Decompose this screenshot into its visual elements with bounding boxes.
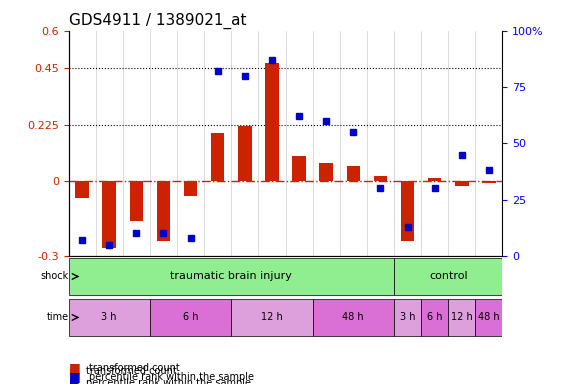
Bar [130,181,143,221]
Text: transformed count: transformed count [89,362,179,372]
Bar [238,126,252,181]
Text: 3 h: 3 h [400,313,415,323]
Bar [184,181,198,196]
Bar [319,163,333,181]
Text: 48 h: 48 h [478,313,500,323]
Bar [75,181,89,199]
Bar [347,166,360,181]
Text: percentile rank within the sample: percentile rank within the sample [89,372,254,382]
FancyBboxPatch shape [394,299,421,336]
Text: ■: ■ [69,378,79,384]
Text: 48 h: 48 h [343,313,364,323]
Text: 6 h: 6 h [183,313,198,323]
Text: ■: ■ [69,370,81,383]
FancyBboxPatch shape [69,258,394,295]
Text: 6 h: 6 h [427,313,443,323]
Text: control: control [429,271,468,281]
Text: percentile rank within the sample: percentile rank within the sample [86,378,251,384]
Bar [373,176,387,181]
Text: GDS4911 / 1389021_at: GDS4911 / 1389021_at [69,13,246,29]
Bar [211,133,224,181]
Bar [156,181,170,241]
Text: 12 h: 12 h [451,313,473,323]
Text: shock: shock [41,271,69,281]
Bar [265,63,279,181]
FancyBboxPatch shape [69,299,150,336]
Bar [455,181,469,186]
FancyBboxPatch shape [394,258,502,295]
FancyBboxPatch shape [231,299,313,336]
Text: time: time [46,313,69,323]
Text: 12 h: 12 h [261,313,283,323]
Text: transformed count: transformed count [86,366,176,376]
Text: traumatic brain injury: traumatic brain injury [170,271,292,281]
Bar [102,181,116,248]
FancyBboxPatch shape [421,299,448,336]
FancyBboxPatch shape [313,299,394,336]
Bar [482,181,496,184]
Text: ■: ■ [69,361,81,374]
FancyBboxPatch shape [448,299,475,336]
FancyBboxPatch shape [475,299,502,336]
Bar [428,179,441,181]
Text: ■: ■ [69,366,79,376]
FancyBboxPatch shape [150,299,231,336]
Text: 3 h: 3 h [102,313,117,323]
Bar [292,156,306,181]
Bar [401,181,415,241]
